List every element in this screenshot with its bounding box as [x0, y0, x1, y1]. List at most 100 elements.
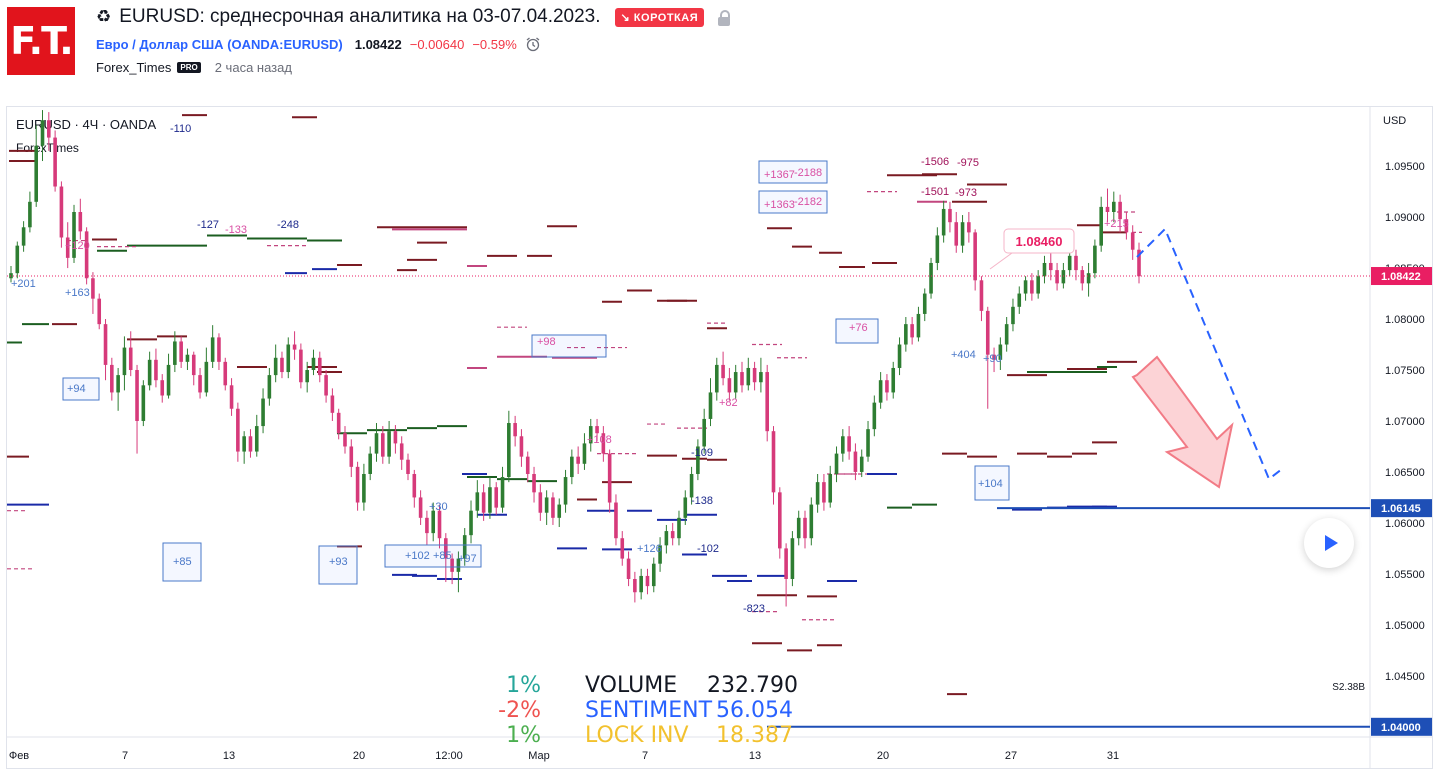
candle-body — [866, 429, 870, 457]
candle-body — [576, 456, 580, 464]
annotation-label: +82 — [719, 397, 738, 409]
annotation-label: +94 — [67, 383, 86, 395]
candle-body — [664, 531, 669, 546]
candle-body — [563, 477, 568, 505]
annotation-label: -138 — [691, 495, 713, 507]
annotation-label: +163 — [65, 287, 90, 299]
price-label-text: 1.08422 — [1381, 271, 1421, 283]
candle-body — [141, 385, 146, 421]
candle-body — [1086, 273, 1091, 284]
lock-icon — [718, 10, 731, 26]
candle-body — [771, 431, 776, 493]
symbol-change-pct: −0.59% — [472, 36, 517, 52]
candle-body — [979, 280, 984, 311]
candle-body — [740, 372, 744, 386]
published-time: 2 часа назад — [214, 60, 292, 75]
annotation-box — [758, 190, 828, 214]
candle-body — [1048, 262, 1053, 271]
price-chart[interactable]: EURUSD · 4Ч · OANDA ForexTimes USD 1.084… — [7, 107, 1432, 768]
candle-body — [481, 492, 486, 513]
price-label-bg — [1371, 499, 1432, 518]
line-label: S2.38B — [1332, 682, 1365, 693]
candle-body — [967, 222, 971, 233]
candle-body — [525, 456, 530, 474]
symbol-link[interactable]: Евро / Доллар США (OANDA:EURUSD) — [96, 36, 343, 52]
y-tick-label: 1.06000 — [1385, 518, 1425, 530]
candle-body — [689, 473, 694, 498]
candle-body — [280, 357, 284, 373]
chart-panel[interactable]: EURUSD · 4Ч · OANDA ForexTimes USD 1.084… — [6, 106, 1433, 769]
candle-body — [160, 380, 165, 396]
candle-body — [91, 278, 95, 299]
candle-body — [607, 453, 612, 503]
candle-body — [847, 436, 851, 452]
annotation-label: +120 — [65, 240, 90, 252]
alarm-clock-icon[interactable] — [525, 36, 541, 52]
candle-body — [897, 344, 902, 368]
candle-body — [784, 548, 788, 579]
candle-body — [841, 436, 845, 454]
symbol-change: −0.00640 — [409, 36, 465, 52]
candle-body — [122, 347, 127, 376]
candle-body — [1137, 249, 1141, 277]
candle-body — [47, 120, 51, 138]
title-row: ♻ EURUSD: среднесрочная аналитика на 03-… — [96, 6, 731, 28]
candle-body — [714, 364, 719, 393]
candle-body — [544, 497, 549, 513]
candle-body — [904, 324, 908, 345]
candle-body — [15, 245, 20, 274]
candle-body — [891, 367, 896, 393]
candle-body — [620, 538, 625, 559]
candle-body — [261, 398, 265, 427]
candle-body — [191, 354, 196, 376]
candle-body — [336, 412, 341, 434]
candle-body — [960, 222, 965, 246]
candle-body — [828, 473, 833, 503]
forex-times-logo[interactable]: F.T. — [7, 7, 75, 75]
candle-body — [935, 235, 940, 263]
candle-body — [538, 492, 543, 513]
annotation-label: +404 — [951, 349, 976, 361]
annotation-label: +104 — [978, 478, 1003, 490]
candle-body — [500, 477, 505, 508]
annotation-label: +102 — [405, 550, 430, 562]
candle-body — [803, 517, 807, 539]
candle-body — [809, 504, 814, 539]
annotation-label: -2188 — [794, 167, 822, 179]
annotation-label: +215 — [1104, 218, 1129, 230]
candle-body — [343, 433, 347, 447]
candle-body — [759, 372, 763, 383]
author-link[interactable]: Forex_Times — [96, 60, 172, 75]
candle-body — [185, 354, 190, 362]
price-axis: 1.095001.090001.085001.080001.075001.070… — [1385, 161, 1425, 734]
idea-header: F.T. ♻ EURUSD: среднесрочная аналитика н… — [0, 0, 1438, 100]
candle-body — [727, 378, 732, 393]
symbol-price: 1.08422 — [354, 36, 402, 52]
candle-body — [437, 510, 442, 539]
annotation-box — [162, 542, 202, 582]
candle-body — [324, 375, 328, 396]
candle-body — [242, 436, 246, 452]
candle-body — [97, 298, 102, 325]
play-icon — [1324, 535, 1338, 551]
candle-body — [488, 487, 492, 513]
candle-body — [154, 359, 158, 381]
candle-body — [330, 395, 335, 413]
candle-body — [721, 364, 725, 379]
annotation-boxes — [62, 160, 1010, 585]
annotation-label: -109 — [691, 447, 713, 459]
candle-body — [1004, 324, 1009, 345]
candle-body — [872, 402, 877, 430]
stat-label: SENTIMENT — [585, 698, 713, 723]
candle-body — [626, 558, 631, 579]
candle-body — [985, 310, 990, 355]
play-button[interactable] — [1304, 518, 1354, 568]
candle-body — [128, 347, 133, 371]
price-label-bg — [1371, 717, 1432, 736]
candle-body — [135, 370, 139, 421]
stat-label: LOCK INV — [585, 723, 689, 748]
candle-body — [469, 510, 473, 536]
annotation-label: -127 — [197, 219, 219, 231]
candle-body — [910, 324, 914, 338]
x-tick-label: 7 — [642, 750, 648, 762]
